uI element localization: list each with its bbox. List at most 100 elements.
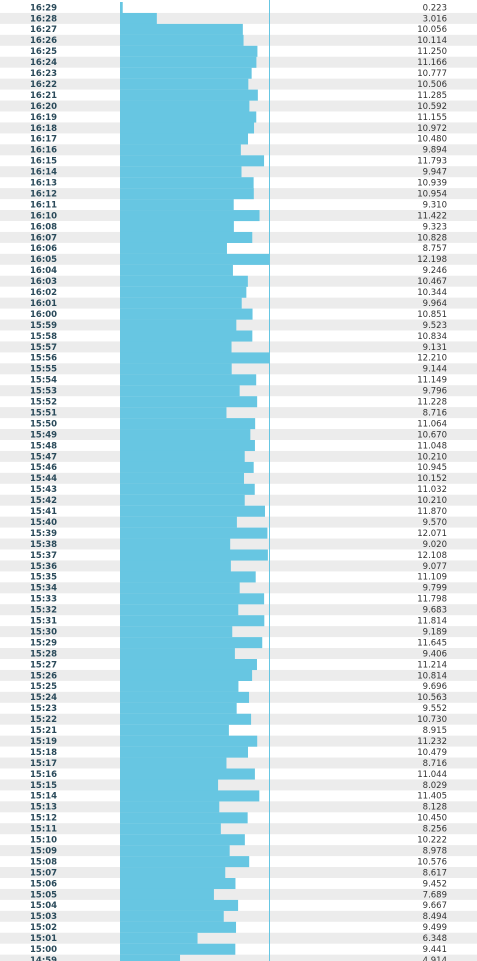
value-label: 8.617 (423, 868, 447, 878)
row-stripe (0, 319, 477, 331)
time-label: 16:15 (30, 157, 57, 167)
time-label: 15:12 (30, 814, 57, 824)
row-stripe (0, 560, 477, 572)
value-label: 10.114 (417, 36, 447, 46)
value-label: 9.683 (423, 606, 447, 616)
bar (120, 89, 258, 101)
bar (120, 429, 251, 441)
value-label: 10.730 (417, 715, 447, 725)
bar (120, 45, 258, 57)
time-label: 16:16 (30, 146, 57, 156)
value-label: 9.570 (423, 518, 447, 528)
value-label: 11.149 (417, 376, 447, 386)
time-label: 14:59 (30, 956, 57, 961)
value-label: 10.450 (417, 814, 447, 824)
value-label: 11.214 (417, 660, 447, 670)
bar (120, 23, 243, 35)
value-label: 10.592 (417, 102, 447, 112)
value-label: 10.344 (417, 288, 447, 298)
time-label: 15:50 (30, 419, 57, 429)
time-label: 15:23 (30, 704, 57, 714)
time-label: 15:08 (30, 857, 57, 867)
bar (120, 100, 250, 112)
time-label: 15:06 (30, 879, 57, 889)
time-label: 15:48 (30, 441, 57, 451)
value-label: 10.777 (417, 69, 447, 79)
bar (120, 210, 260, 222)
value-label: 10.954 (417, 189, 447, 199)
bar (120, 166, 242, 178)
row-stripe (0, 845, 477, 857)
value-label: 9.452 (423, 879, 447, 889)
bar (120, 538, 231, 550)
time-label: 15:09 (30, 846, 57, 856)
time-label: 15:22 (30, 715, 57, 725)
time-label: 15:31 (30, 617, 57, 627)
time-label: 16:01 (30, 299, 57, 309)
bar (120, 549, 268, 561)
bar (120, 177, 254, 189)
time-label: 15:54 (30, 376, 57, 386)
value-label: 10.670 (417, 430, 447, 440)
time-label: 16:08 (30, 222, 57, 232)
value-label: 8.494 (423, 912, 447, 922)
bar (120, 242, 227, 254)
value-label: 8.256 (423, 825, 447, 835)
value-label: 11.405 (417, 792, 447, 802)
time-label: 16:04 (30, 266, 57, 276)
time-label: 15:13 (30, 803, 57, 813)
bar (120, 155, 265, 167)
bar (120, 330, 253, 342)
bar (120, 878, 236, 890)
time-label: 15:00 (30, 945, 57, 955)
bar (120, 297, 242, 309)
value-label: 8.757 (423, 244, 447, 254)
bar (120, 111, 257, 123)
bar (120, 12, 157, 24)
value-label: 10.945 (417, 463, 447, 473)
time-label: 15:56 (30, 354, 57, 364)
bar (120, 396, 258, 408)
value-label: 8.978 (423, 846, 447, 856)
bar (120, 418, 256, 430)
value-label: 9.310 (423, 200, 447, 210)
time-label: 15:16 (30, 770, 57, 780)
value-label: 8.716 (423, 759, 447, 769)
value-label: 3.016 (423, 14, 447, 24)
value-label: 12.108 (417, 551, 447, 561)
bar (120, 702, 237, 714)
bar (120, 812, 248, 824)
bar (120, 144, 241, 156)
value-label: 12.198 (417, 255, 447, 265)
bar (120, 888, 214, 900)
time-label: 15:18 (30, 748, 57, 758)
bar (120, 341, 232, 353)
time-label: 15:46 (30, 463, 57, 473)
bar (120, 352, 270, 364)
value-label: 9.323 (423, 222, 447, 232)
time-label: 16:06 (30, 244, 57, 254)
value-label: 11.232 (417, 737, 447, 747)
bar (120, 275, 248, 287)
value-label: 9.131 (423, 343, 447, 353)
row-stripe (0, 823, 477, 835)
value-label: 10.576 (417, 857, 447, 867)
time-label: 15:30 (30, 627, 57, 637)
value-label: 11.228 (417, 398, 447, 408)
value-label: 11.422 (417, 211, 447, 221)
bar (120, 921, 237, 933)
time-label: 15:33 (30, 595, 57, 605)
time-label: 15:05 (30, 890, 57, 900)
time-label: 16:12 (30, 189, 57, 199)
row-stripe (0, 954, 477, 961)
row-stripe (0, 648, 477, 659)
bar (120, 67, 252, 79)
row-stripe (0, 407, 477, 419)
time-label: 15:44 (30, 474, 57, 484)
time-label: 15:41 (30, 507, 57, 517)
value-label: 7.689 (423, 890, 447, 900)
time-label: 16:05 (30, 255, 57, 265)
time-label: 15:37 (30, 551, 57, 561)
bar (120, 461, 254, 473)
value-label: 10.480 (417, 135, 447, 145)
